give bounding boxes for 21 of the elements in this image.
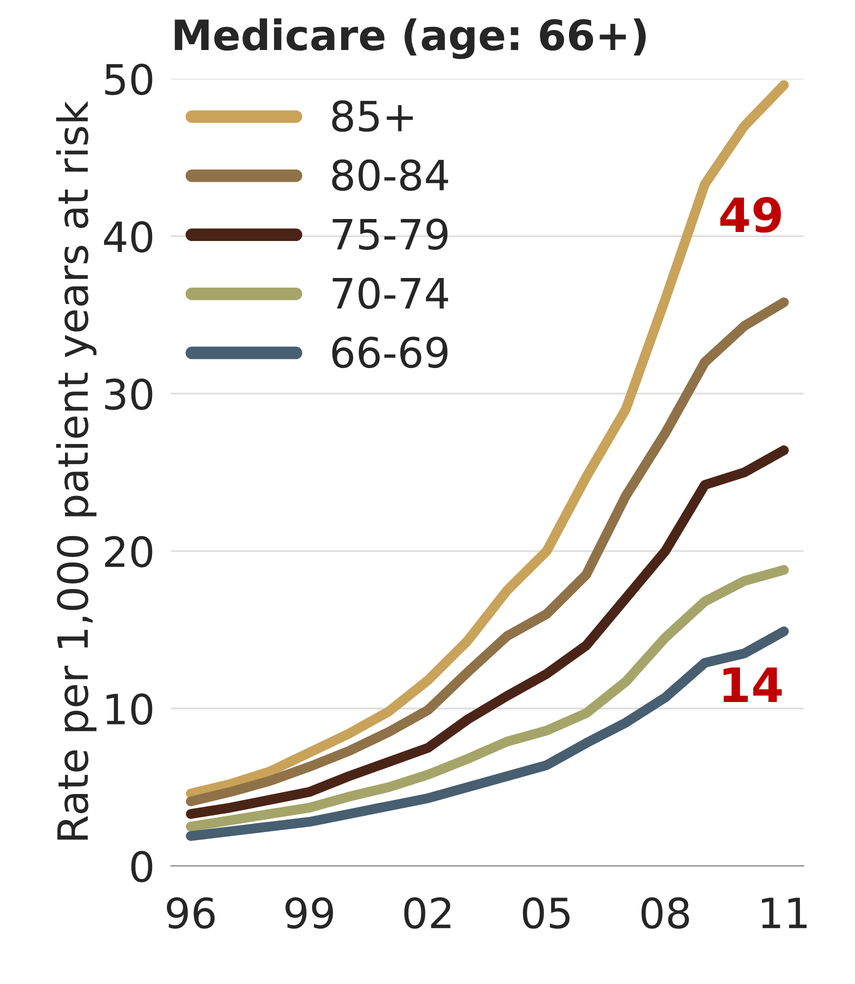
y-tick-label: 40: [104, 221, 152, 253]
y-tick-label: 30: [105, 378, 152, 410]
y-tick-label: 0: [131, 850, 152, 882]
annotation: 14: [724, 668, 782, 702]
legend-label: 75-79: [332, 218, 448, 250]
x-tick-label: 11: [762, 898, 807, 928]
legend-label: 85+: [332, 100, 413, 132]
legend-label: 66-69: [332, 336, 448, 368]
y-tick-label: 50: [105, 64, 152, 96]
legend-label: 70-74: [332, 278, 448, 310]
y-tick-label: 10: [106, 693, 152, 725]
y-tick-label: 20: [105, 536, 152, 568]
x-tick-label: 05: [522, 897, 570, 929]
annotation: 49: [720, 197, 781, 233]
chart-title: Medicare (age: 66+): [174, 18, 646, 60]
legend-label: 80-84: [332, 159, 448, 191]
x-tick-label: 99: [286, 897, 333, 929]
x-tick-label: 08: [642, 897, 689, 929]
x-tick-label: 02: [404, 897, 450, 929]
x-tick-label: 96: [166, 897, 215, 929]
y-axis-title: Rate per 1,000 patient years at risk: [56, 101, 96, 840]
